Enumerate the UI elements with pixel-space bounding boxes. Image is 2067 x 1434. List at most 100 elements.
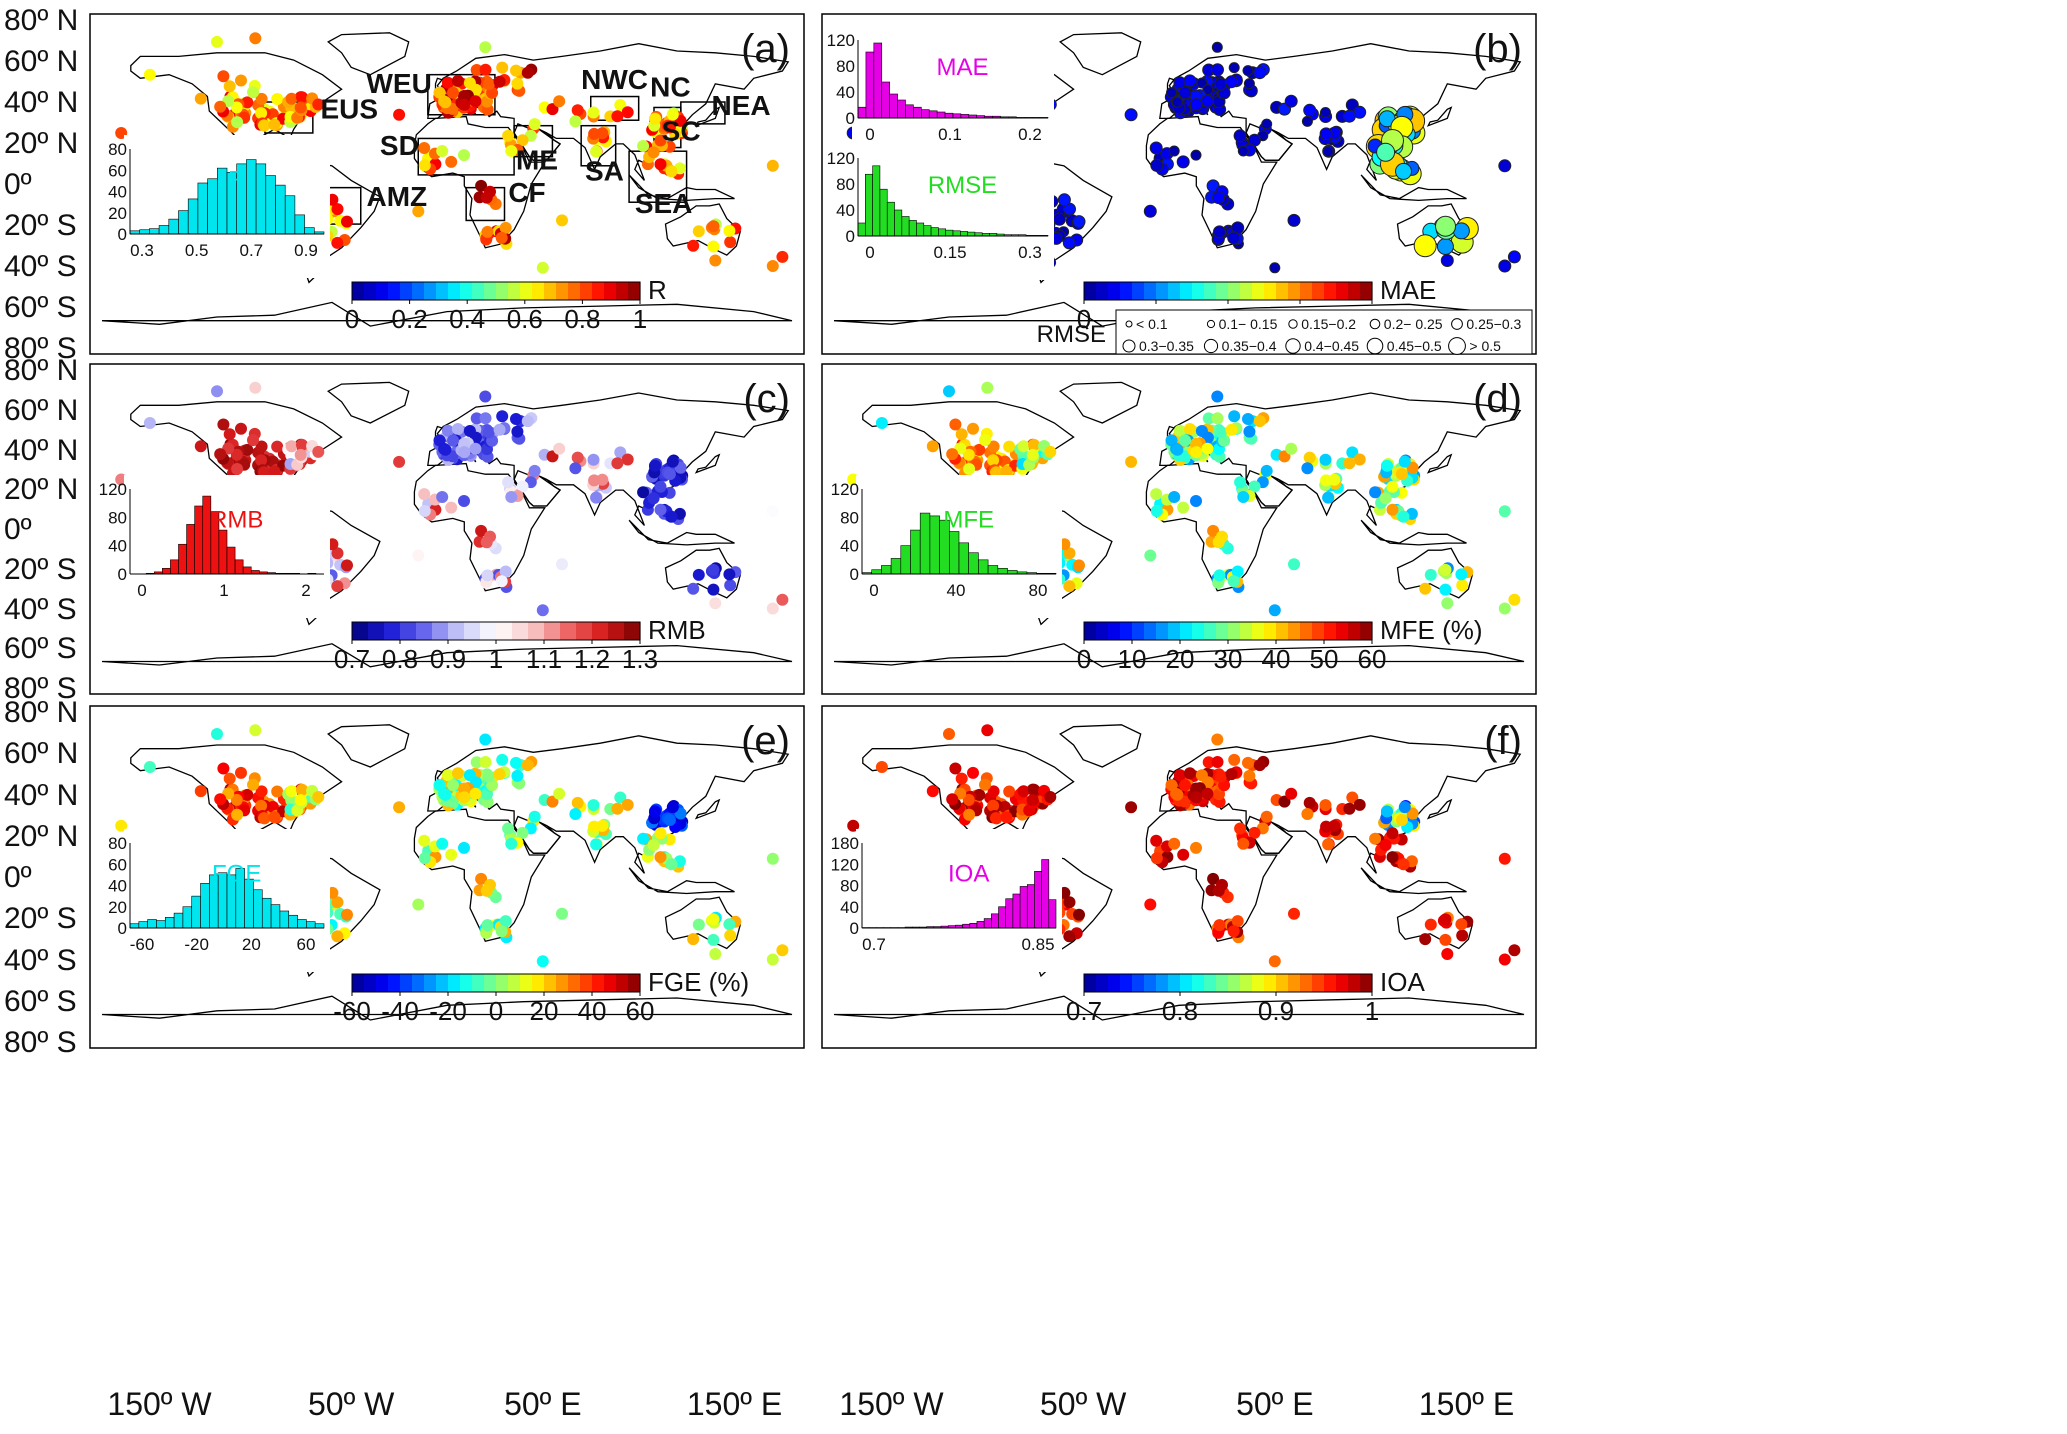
colorbar-segment xyxy=(1084,974,1097,992)
histogram-bar xyxy=(253,889,263,929)
station-marker xyxy=(1319,127,1333,141)
histogram-y-tick-label: 40 xyxy=(836,83,855,102)
histogram-bar xyxy=(960,114,970,119)
station-marker xyxy=(875,417,888,429)
station-marker xyxy=(1171,96,1183,108)
landmass-antarctica xyxy=(833,643,1525,668)
colorbar-segment xyxy=(1216,622,1229,640)
station-marker xyxy=(1171,788,1184,801)
station-marker xyxy=(1243,78,1255,90)
histogram-bar xyxy=(1012,893,1021,929)
station-marker xyxy=(255,92,268,105)
station-marker xyxy=(1212,191,1226,205)
landmass-indonesia xyxy=(628,867,735,895)
station-marker xyxy=(1144,549,1157,562)
histogram-bar xyxy=(207,178,218,235)
station-marker xyxy=(1150,852,1163,865)
colorbar-segment xyxy=(496,282,509,300)
station-marker xyxy=(1228,410,1241,423)
station-marker xyxy=(1319,799,1332,812)
station-marker xyxy=(1288,907,1300,920)
histogram-bar xyxy=(197,182,208,235)
station-marker xyxy=(654,851,667,864)
colorbar-segment xyxy=(1192,974,1205,992)
landmass-japan xyxy=(694,106,721,127)
station-marker xyxy=(611,110,624,123)
station-marker xyxy=(412,549,425,562)
colorbar-segment xyxy=(544,282,557,300)
station-marker xyxy=(469,787,482,800)
station-marker xyxy=(1243,425,1256,438)
histogram-bar xyxy=(265,175,276,235)
station-marker xyxy=(1395,468,1408,481)
size-legend-symbol xyxy=(1125,320,1133,328)
station-marker xyxy=(1248,826,1261,839)
landmass-eurasia xyxy=(427,43,790,181)
histogram-x-tick-label: 0.7 xyxy=(862,935,886,954)
station-marker xyxy=(1173,424,1186,437)
station-marker xyxy=(556,907,568,920)
station-marker xyxy=(1322,838,1335,851)
colorbar-segment xyxy=(1108,282,1121,300)
histogram-y-tick-label: 120 xyxy=(827,149,855,168)
station-marker xyxy=(217,70,230,83)
histogram-bar xyxy=(921,109,930,119)
histogram-y-tick-label: 40 xyxy=(840,898,859,917)
station-marker xyxy=(614,791,627,804)
histogram-x-tick-label: -60 xyxy=(130,935,155,954)
station-marker xyxy=(1419,582,1432,595)
histogram-y-tick-label: 80 xyxy=(108,834,127,853)
histogram-bar xyxy=(191,895,201,929)
histogram-bar xyxy=(1048,899,1057,929)
latitude-tick-label: 40º S xyxy=(4,592,77,626)
station-marker xyxy=(312,445,325,458)
histogram-bar xyxy=(948,531,960,575)
latitude-tick-label: 60º N xyxy=(4,737,79,771)
station-marker xyxy=(1322,146,1334,158)
station-marker xyxy=(766,852,779,865)
station-marker xyxy=(1000,811,1013,824)
station-marker xyxy=(1189,98,1203,112)
station-marker xyxy=(458,841,470,854)
station-marker xyxy=(1063,547,1076,560)
colorbar-segment xyxy=(388,282,401,300)
station-marker xyxy=(1202,412,1215,425)
colorbar-segment xyxy=(580,974,593,992)
colorbar-segment xyxy=(1288,974,1301,992)
station-marker xyxy=(1225,423,1238,436)
colorbar-segment xyxy=(556,974,569,992)
station-marker xyxy=(1176,155,1190,169)
histogram-bar xyxy=(226,546,236,575)
station-marker xyxy=(587,453,600,466)
station-marker xyxy=(235,74,247,87)
station-marker xyxy=(621,798,634,811)
station-marker xyxy=(556,214,568,227)
station-marker xyxy=(1211,756,1224,768)
station-marker xyxy=(621,453,634,466)
station-marker xyxy=(973,443,986,456)
latitude-tick-label: 80º S xyxy=(4,1026,77,1059)
station-marker xyxy=(1439,933,1452,946)
histogram-bar xyxy=(908,220,917,237)
station-marker xyxy=(451,423,464,435)
histogram-bar xyxy=(987,565,999,575)
histogram-bar xyxy=(879,188,888,237)
station-marker xyxy=(723,224,736,237)
station-marker xyxy=(654,134,667,147)
station-marker xyxy=(987,440,1000,453)
histogram-bar xyxy=(1007,570,1018,575)
histogram-bar xyxy=(968,552,979,575)
region-label-nea: NEA xyxy=(712,90,771,121)
station-marker xyxy=(926,440,939,453)
colorbar-segment xyxy=(432,622,449,640)
histogram-bar xyxy=(178,210,189,235)
region-label-nc: NC xyxy=(650,72,690,103)
colorbar-tick-label: 0.8 xyxy=(1162,996,1198,1026)
station-marker xyxy=(331,203,344,216)
colorbar-segment xyxy=(424,282,437,300)
station-marker xyxy=(766,505,779,518)
histogram-label: MAE xyxy=(936,54,988,81)
